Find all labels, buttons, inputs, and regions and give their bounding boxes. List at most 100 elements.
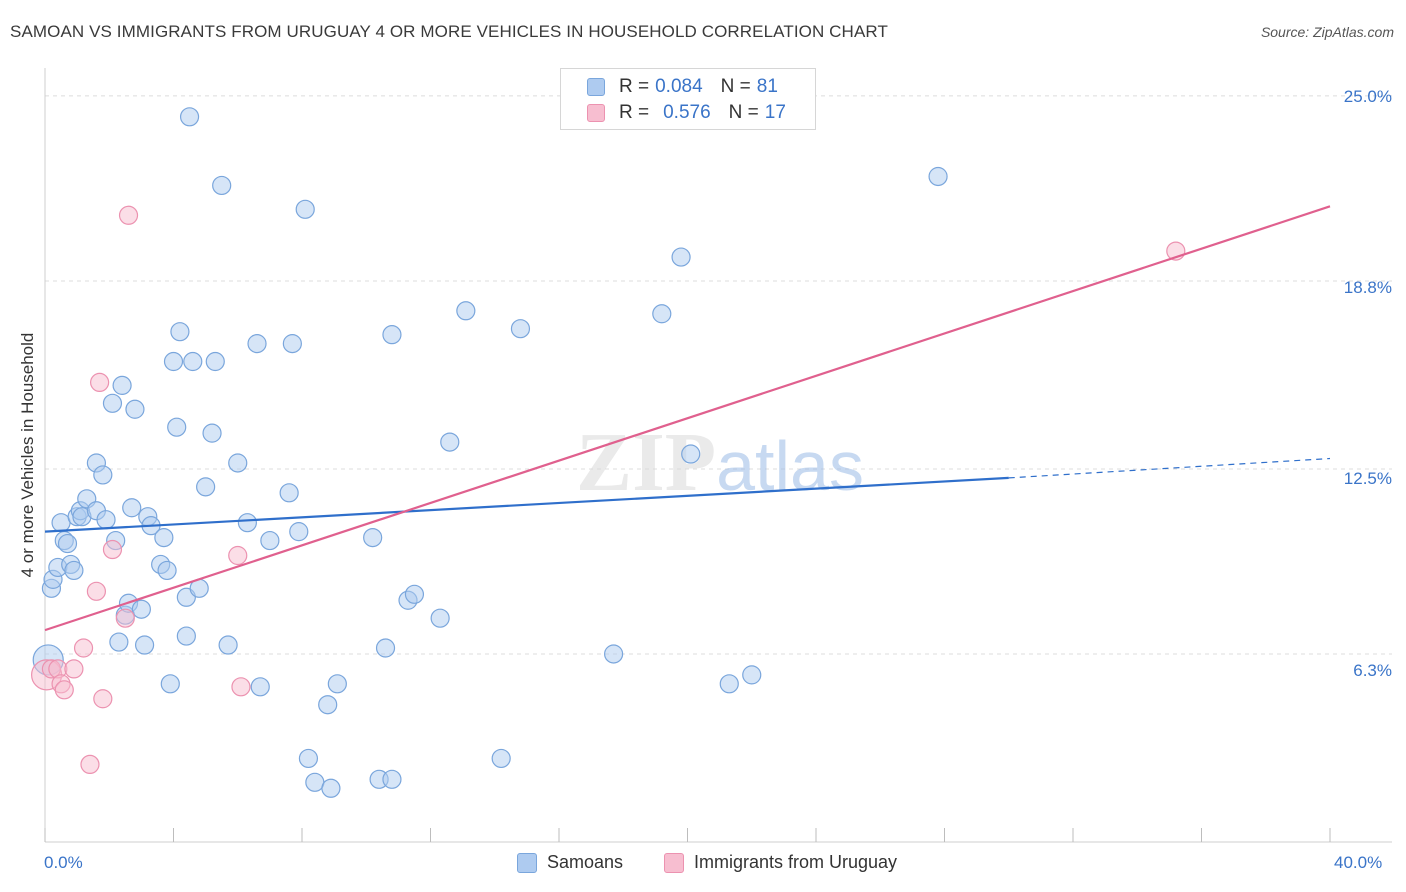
legend-swatch-samoans [587, 78, 605, 96]
uruguay-point-6 [73, 638, 94, 658]
samoans-point-47 [237, 513, 257, 533]
n-value-samoans: 81 [756, 76, 778, 97]
n-value-uruguay: 17 [764, 102, 786, 123]
samoans-point-20 [112, 375, 132, 395]
samoans-point-44 [212, 175, 232, 196]
source-credit: Source: ZipAtlas.com [1260, 24, 1394, 40]
uruguay-point-8 [86, 581, 107, 601]
r-label: R = [619, 76, 650, 97]
samoans-point-15 [93, 465, 113, 485]
samoans-point-39 [183, 351, 203, 372]
legend-swatch-uruguay [587, 104, 605, 122]
uruguay-point-14 [228, 545, 248, 566]
samoans-point-8 [64, 560, 84, 581]
legend-item-samoans: Samoans [517, 852, 623, 873]
samoans-point-78 [928, 166, 948, 187]
x-tick-label-max: 40.0% [1334, 853, 1383, 872]
legend-bottom-swatch-uruguay [664, 852, 684, 873]
samoans-point-71 [510, 319, 531, 339]
samoans-point-45 [218, 635, 238, 655]
samoans-point-19 [109, 632, 129, 652]
samoans-point-77 [742, 665, 762, 685]
samoans-point-75 [681, 444, 701, 464]
uruguay-point-10 [93, 689, 113, 709]
samoans-point-62 [382, 325, 402, 345]
samoans-point-32 [160, 674, 180, 694]
samoans-point-73 [652, 304, 672, 324]
uruguay-point-11 [102, 539, 123, 560]
samoans-point-59 [318, 695, 338, 715]
r-value-samoans: 0.084 [655, 76, 703, 97]
samoans-point-34 [167, 417, 187, 437]
uruguay-point-7 [80, 754, 100, 775]
samoans-point-53 [289, 522, 309, 542]
samoans-point-16 [96, 510, 116, 530]
y-tick-label-12-5: 12.5% [1343, 469, 1392, 488]
samoans-point-55 [298, 748, 319, 769]
samoans-point-72 [604, 644, 624, 664]
samoans-point-54 [295, 199, 315, 219]
correlation-legend: R = 0.084 N = 81 R = 0.576 N = 17 [560, 68, 816, 130]
uruguay-point-5 [64, 659, 84, 679]
samoans-point-17 [102, 393, 123, 413]
samoans-point-69 [456, 301, 476, 321]
legend-label-samoans: Samoans [547, 852, 624, 872]
samoans-point-51 [279, 483, 299, 503]
n-label: N = [720, 76, 751, 97]
samoans-point-76 [719, 674, 739, 694]
y-tick-label-18-8: 18.8% [1343, 278, 1392, 297]
samoans-point-43 [205, 351, 225, 372]
uruguay-point-13 [118, 205, 139, 225]
uruguay-point-15 [231, 677, 251, 697]
samoans-point-31 [157, 560, 177, 581]
uruguay-point-12 [115, 608, 135, 628]
samoans-point-58 [327, 674, 347, 694]
samoans-trend-line [44, 476, 1009, 533]
samoans-point-38 [179, 107, 200, 127]
uruguay-trend-line [44, 205, 1331, 632]
samoans-point-67 [430, 608, 450, 628]
samoans-point-56 [305, 772, 325, 792]
samoans-point-4 [51, 513, 71, 533]
samoans-point-52 [282, 334, 302, 354]
samoans-point-26 [134, 635, 155, 655]
samoans-point-74 [671, 247, 691, 267]
samoans-point-42 [202, 423, 222, 443]
samoans-point-66 [404, 584, 425, 604]
samoans-point-63 [382, 769, 402, 789]
samoans-point-46 [228, 453, 248, 473]
samoans-point-49 [250, 677, 270, 697]
samoans-point-50 [260, 530, 280, 551]
y-axis-title: 4 or more Vehicles in Household [18, 332, 37, 578]
y-tick-label-6-3: 6.3% [1353, 661, 1392, 680]
r-label: R = [619, 102, 650, 123]
n-label: N = [728, 102, 759, 123]
samoans-point-48 [247, 334, 267, 354]
uruguay-point-4 [54, 680, 74, 700]
legend-label-uruguay: Immigrants from Uruguay [694, 852, 898, 872]
legend-row-samoans: R = 0.084 N = 81 [587, 75, 778, 99]
x-tick-label-min: 0.0% [44, 853, 83, 872]
samoans-point-36 [176, 626, 196, 646]
samoans-point-6 [57, 533, 78, 554]
samoans-point-60 [363, 527, 383, 548]
samoans-point-35 [170, 322, 190, 342]
y-tick-label-25: 25.0% [1343, 87, 1392, 106]
samoans-point-25 [131, 599, 151, 619]
samoans-point-30 [154, 527, 174, 548]
samoans-point-23 [122, 498, 142, 518]
uruguay-point-9 [90, 372, 110, 393]
legend-row-uruguay: R = 0.576 N = 17 [587, 101, 786, 125]
samoans-point-57 [321, 778, 341, 798]
samoans-point-64 [375, 638, 396, 658]
samoans-trend-extension [1008, 457, 1331, 479]
samoans-point-68 [440, 432, 460, 452]
samoans-point-24 [125, 399, 145, 419]
chart-title: SAMOAN VS IMMIGRANTS FROM URUGUAY 4 OR M… [10, 22, 888, 41]
samoans-point-33 [163, 351, 184, 372]
r-value-uruguay: 0.576 [663, 102, 711, 123]
samoans-point-70 [491, 748, 511, 769]
legend-item-uruguay: Immigrants from Uruguay [664, 852, 897, 873]
legend-bottom-swatch-samoans [517, 852, 537, 873]
